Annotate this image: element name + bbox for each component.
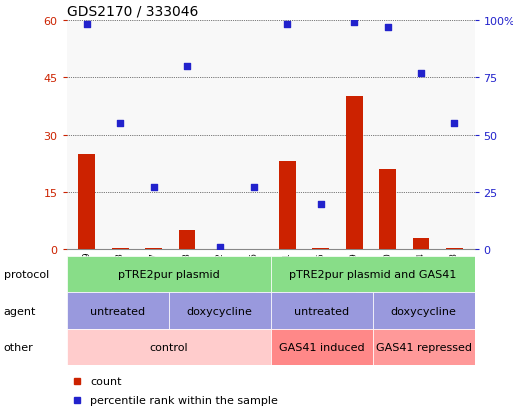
Point — [183, 63, 191, 70]
Point — [216, 244, 225, 251]
Point — [384, 24, 392, 31]
Text: untreated: untreated — [294, 306, 349, 316]
Bar — [379, 170, 396, 250]
Bar — [67, 329, 270, 366]
Text: other: other — [4, 342, 33, 352]
Bar — [270, 256, 475, 292]
Text: doxycycline: doxycycline — [390, 306, 457, 316]
Text: pTRE2pur plasmid: pTRE2pur plasmid — [118, 269, 220, 279]
Text: count: count — [90, 376, 122, 386]
Bar — [372, 292, 475, 329]
Bar — [270, 292, 372, 329]
Bar — [78, 154, 95, 250]
Bar — [270, 329, 372, 366]
Bar — [145, 248, 162, 250]
Point — [250, 185, 258, 191]
Bar — [446, 248, 463, 250]
Bar — [112, 248, 129, 250]
Point — [317, 201, 325, 207]
Bar — [312, 248, 329, 250]
Bar — [67, 292, 169, 329]
Bar — [179, 231, 195, 250]
Bar — [246, 249, 262, 250]
Point — [350, 20, 358, 26]
Text: GAS41 induced: GAS41 induced — [279, 342, 364, 352]
Bar — [346, 97, 363, 250]
Bar — [412, 238, 429, 250]
Text: doxycycline: doxycycline — [187, 306, 252, 316]
Text: pTRE2pur plasmid and GAS41: pTRE2pur plasmid and GAS41 — [289, 269, 456, 279]
Bar — [212, 249, 229, 250]
Text: agent: agent — [4, 306, 36, 316]
Point — [149, 185, 157, 191]
Bar — [372, 329, 475, 366]
Text: GAS41 repressed: GAS41 repressed — [376, 342, 471, 352]
Text: untreated: untreated — [90, 306, 145, 316]
Text: control: control — [149, 342, 188, 352]
Bar — [279, 162, 295, 250]
Text: percentile rank within the sample: percentile rank within the sample — [90, 394, 279, 405]
Text: protocol: protocol — [4, 269, 49, 279]
Text: GDS2170 / 333046: GDS2170 / 333046 — [67, 4, 198, 18]
Point — [417, 70, 425, 77]
Point — [450, 121, 459, 127]
Point — [83, 22, 91, 28]
Bar — [67, 256, 270, 292]
Point — [116, 121, 124, 127]
Point — [283, 22, 291, 28]
Bar — [169, 292, 271, 329]
